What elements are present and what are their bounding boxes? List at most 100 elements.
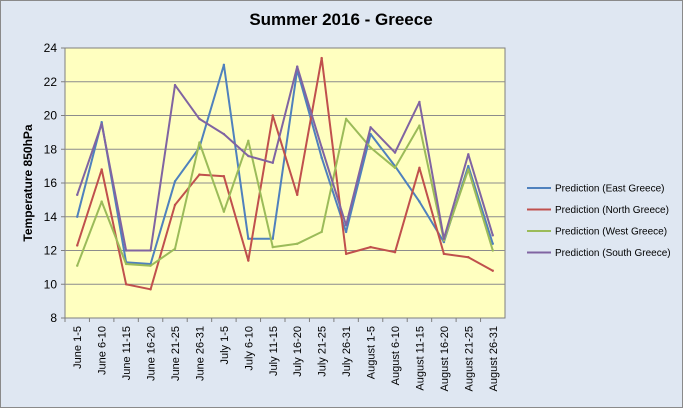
- data-point: [393, 166, 397, 170]
- data-point: [76, 264, 79, 267]
- data-point: [76, 193, 79, 197]
- data-point: [442, 252, 446, 256]
- data-point: [467, 164, 470, 168]
- data-point: [100, 121, 103, 124]
- data-point: [442, 240, 446, 244]
- data-point: [442, 237, 446, 240]
- y-tick-label: 20: [44, 109, 58, 123]
- legend-label: Prediction (East Greece): [555, 184, 665, 195]
- legend-label: Prediction (North Greece): [555, 205, 669, 216]
- series-line-3: [76, 117, 494, 267]
- legend-label: Prediction (South Greece): [555, 248, 671, 259]
- legend-label: Prediction (West Greece): [555, 227, 667, 238]
- data-point: [198, 117, 201, 121]
- data-point: [271, 114, 274, 117]
- data-point: [198, 173, 201, 176]
- data-point: [491, 249, 494, 252]
- x-tick-label: June 16-20: [146, 326, 158, 381]
- data-point: [149, 264, 152, 267]
- y-tick-label: 22: [44, 75, 58, 89]
- data-point: [222, 63, 226, 67]
- data-point: [271, 161, 274, 164]
- data-point: [491, 242, 494, 245]
- data-point: [173, 180, 177, 183]
- data-point: [296, 242, 299, 245]
- data-point: [369, 126, 372, 129]
- data-point: [320, 156, 323, 159]
- data-point: [100, 122, 103, 126]
- x-tick-label: August 1-5: [366, 326, 378, 379]
- x-tick-label: August 26-31: [488, 326, 500, 391]
- x-tick-label: July 1-5: [219, 326, 231, 365]
- data-point: [124, 262, 128, 266]
- x-tick-label: June 6-10: [97, 326, 109, 375]
- data-point: [418, 100, 421, 104]
- data-point: [100, 168, 103, 171]
- data-point: [124, 249, 128, 252]
- data-point: [100, 200, 103, 203]
- data-point: [173, 247, 177, 251]
- legend: Prediction (East Greece) Prediction (Nort…: [527, 184, 671, 259]
- x-tick-label: June 26-31: [194, 326, 206, 381]
- data-point: [320, 230, 323, 234]
- y-tick-label: 10: [44, 277, 58, 291]
- data-point: [271, 237, 274, 240]
- data-point: [173, 83, 177, 87]
- y-tick-label: 16: [44, 176, 58, 190]
- chart-title: Summer 2016 - Greece: [249, 10, 432, 29]
- series-line-2: [76, 57, 494, 291]
- x-tick-label: August 11-15: [414, 326, 426, 391]
- data-point: [222, 175, 226, 178]
- data-point: [320, 56, 323, 60]
- data-point: [344, 223, 348, 227]
- data-point: [247, 259, 250, 262]
- x-tick-label: June 21-25: [170, 326, 182, 381]
- data-point: [491, 234, 494, 237]
- data-point: [369, 146, 372, 149]
- x-tick-label: July 11-15: [268, 326, 280, 376]
- y-tick-label: 14: [44, 210, 58, 224]
- data-point: [418, 124, 421, 127]
- data-point: [296, 65, 299, 68]
- data-point: [149, 288, 152, 291]
- data-point: [344, 230, 348, 234]
- y-tick-label: 12: [44, 244, 58, 258]
- data-point: [467, 256, 470, 259]
- data-point: [442, 239, 446, 242]
- y-axis-label: Temperature 850hPa: [21, 124, 35, 241]
- data-point: [149, 249, 152, 252]
- data-point: [418, 166, 421, 170]
- data-point: [198, 141, 201, 144]
- data-point: [124, 283, 128, 286]
- y-tick-label: 8: [50, 311, 57, 325]
- data-point: [369, 245, 372, 249]
- data-point: [344, 252, 348, 256]
- data-point: [76, 215, 79, 218]
- data-point: [467, 168, 470, 171]
- x-tick-label: July 26-31: [341, 326, 353, 377]
- data-point: [76, 244, 79, 247]
- data-point: [247, 139, 250, 143]
- y-tick-label: 24: [44, 41, 58, 55]
- data-point: [418, 200, 421, 203]
- data-point: [222, 210, 226, 213]
- data-point: [467, 153, 470, 156]
- x-tick-label: July 16-20: [292, 326, 304, 377]
- x-tick-label: August 16-20: [439, 326, 451, 391]
- data-point: [296, 193, 299, 197]
- data-point: [393, 250, 397, 254]
- data-point: [222, 132, 226, 136]
- data-point: [320, 146, 323, 149]
- x-tick-label: June 11-15: [121, 326, 133, 380]
- x-tick-label: July 21-25: [317, 326, 329, 377]
- series-line-4: [76, 65, 494, 252]
- x-tick-label: June 1-5: [72, 326, 84, 369]
- x-tick-label: August 6-10: [390, 326, 402, 385]
- data-point: [393, 151, 397, 154]
- data-point: [491, 269, 494, 272]
- data-point: [173, 203, 177, 207]
- data-point: [247, 237, 250, 240]
- data-point: [247, 154, 250, 158]
- data-point: [271, 245, 274, 249]
